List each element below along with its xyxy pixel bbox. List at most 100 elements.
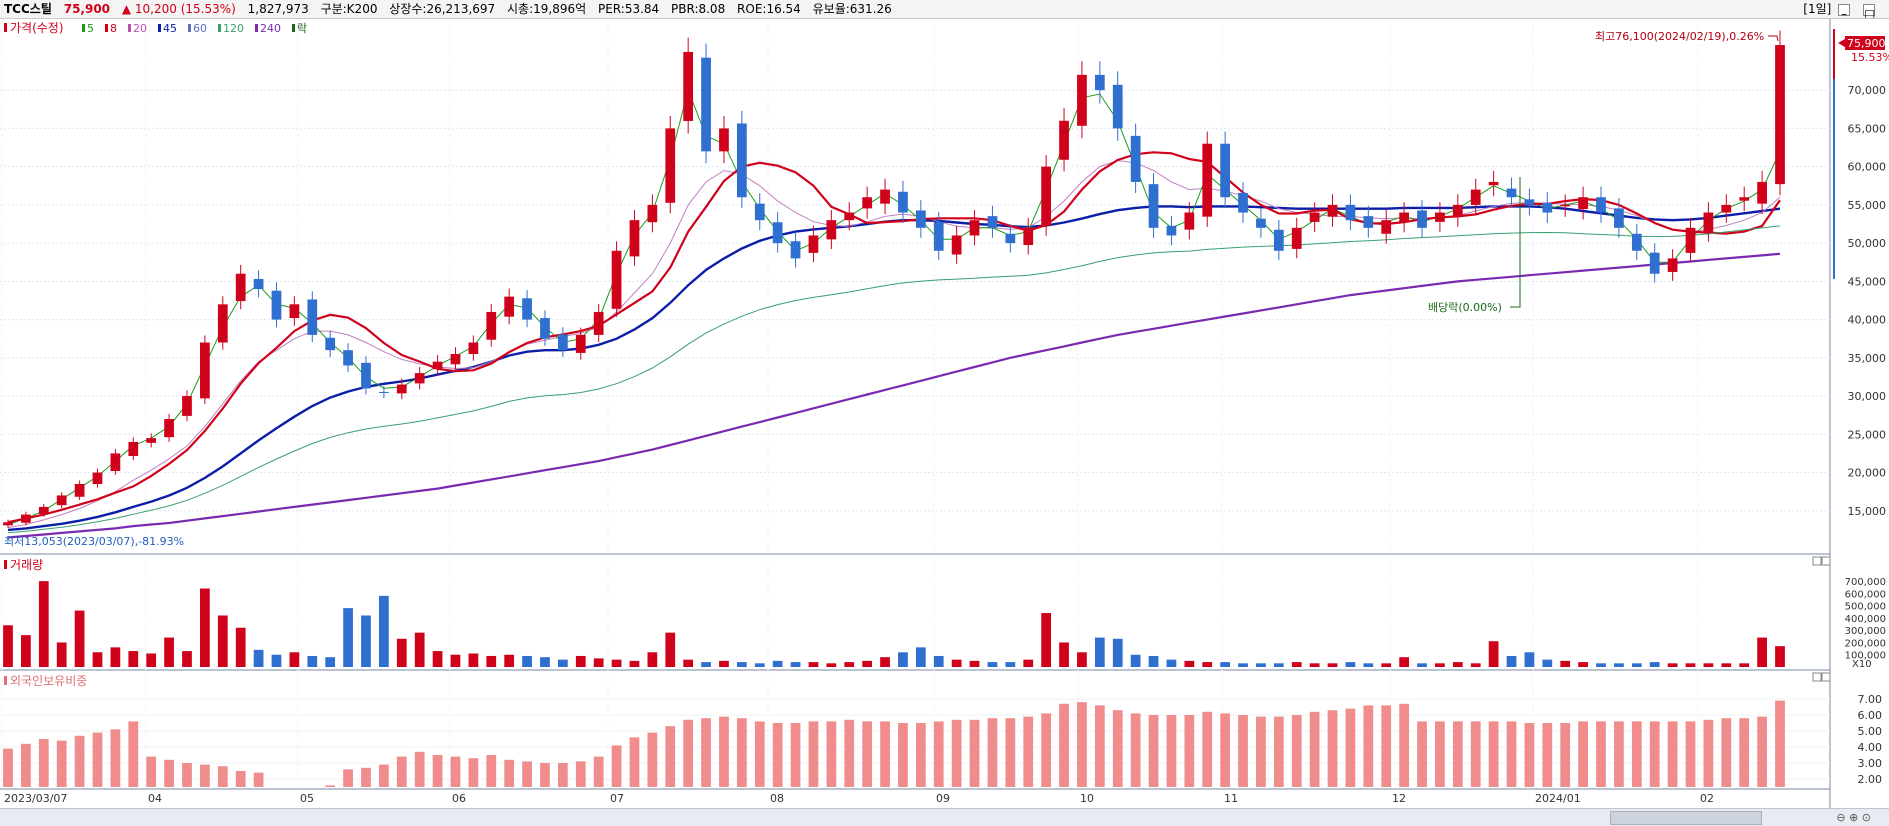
ma-legend-item: 20 — [133, 22, 147, 35]
market-cap: 시총:19,896억 — [507, 2, 587, 16]
candle — [880, 189, 890, 204]
foreign-ratio-bar — [933, 721, 944, 787]
foreign-ratio-bar — [1596, 721, 1606, 787]
ma-legend-item: 60 — [193, 22, 207, 35]
zoom-out-icon[interactable]: ⊖ — [1836, 811, 1846, 824]
ma-legend-item: 락 — [297, 22, 307, 35]
foreign-y-tick: 2.00 — [1858, 773, 1883, 786]
volume-bar — [575, 655, 586, 667]
price-y-tick: 50,000 — [1848, 237, 1887, 250]
volume-bar — [629, 660, 640, 667]
horizontal-scrollbar[interactable]: ⊖ ⊕ ⊙ — [0, 808, 1889, 826]
maximize-icon[interactable]: □ — [1863, 3, 1875, 18]
foreign-ratio-bar — [1041, 713, 1052, 787]
foreign-ratio-bar — [1291, 715, 1302, 787]
minimize-icon[interactable]: – — [1838, 3, 1851, 18]
x-tick-label: 09 — [936, 792, 950, 805]
volume-bar — [1184, 660, 1195, 667]
foreign-ratio-bar — [1703, 719, 1714, 787]
volume-y-tick: 600,000 — [1845, 589, 1886, 600]
candle — [1435, 212, 1445, 222]
candle — [1112, 84, 1123, 129]
candle — [1077, 74, 1087, 126]
zoom-controls[interactable]: ⊖ ⊕ ⊙ — [1836, 811, 1871, 824]
panel-controls[interactable] — [1812, 556, 1831, 682]
volume-bar — [1381, 663, 1392, 667]
foreign-ratio-bar — [1023, 716, 1034, 787]
volume-bar — [1542, 659, 1553, 667]
x-tick-label: 10 — [1080, 792, 1094, 805]
volume-bar — [146, 653, 157, 667]
volume-title: 거래량 — [10, 558, 43, 572]
candle — [1023, 227, 1034, 246]
candle — [898, 191, 908, 213]
volume-bar — [1094, 637, 1105, 667]
candle — [933, 221, 944, 251]
price-y-tick: 65,000 — [1848, 122, 1887, 135]
stock-name[interactable]: TCC스틸 — [4, 2, 52, 16]
volume-bar — [1166, 659, 1177, 667]
volume-bar — [1649, 662, 1660, 667]
volume-bar — [1202, 662, 1213, 667]
volume-bar — [3, 625, 13, 667]
volume-bar — [1112, 638, 1123, 667]
volume-bar — [110, 647, 121, 667]
candle — [1309, 212, 1320, 222]
price-y-tick: 30,000 — [1848, 390, 1887, 403]
volume-bar — [38, 581, 49, 667]
candle — [1399, 212, 1409, 223]
volume-bar — [1614, 663, 1624, 667]
period-button[interactable]: [1일] — [1803, 2, 1832, 16]
foreign-ratio-bar — [844, 719, 855, 787]
foreign-ratio-bar — [1059, 703, 1069, 787]
foreign-ratio-bar — [665, 726, 676, 787]
foreign-ratio-bar — [1238, 715, 1248, 787]
candle — [826, 220, 837, 240]
volume-bar — [844, 662, 855, 667]
candle — [701, 57, 711, 152]
foreign-ratio-bar — [987, 718, 998, 787]
foreign-ratio-bar — [1148, 715, 1159, 787]
foreign-title: 외국인보유비중 — [10, 674, 87, 688]
price-panel[interactable] — [0, 19, 1830, 554]
zoom-reset-icon[interactable]: ⊙ — [1861, 811, 1871, 824]
price-legend: 가격(수정) 5 8 20 45 60 120 240 락 — [4, 21, 307, 35]
candle — [808, 235, 819, 253]
foreign-ratio-bar — [92, 732, 103, 787]
candle — [951, 235, 962, 255]
foreign-ratio-bar — [701, 718, 711, 787]
candle — [915, 210, 926, 228]
foreign-ratio-bar — [1363, 705, 1374, 787]
foreign-ratio-bar — [182, 763, 192, 787]
foreign-ratio-bar — [432, 755, 443, 787]
candle — [969, 220, 980, 236]
candle — [253, 278, 264, 289]
candle — [1345, 204, 1356, 221]
volume-bar — [1238, 663, 1248, 667]
volume-bar — [1775, 646, 1785, 667]
foreign-ratio-bar — [1667, 721, 1678, 787]
volume-bar — [56, 642, 67, 667]
volume-bar — [343, 608, 353, 667]
ma20-line — [7, 159, 1781, 529]
foreign-ratio-bar — [772, 723, 783, 787]
candle — [146, 438, 157, 443]
volume-bar — [1560, 660, 1571, 667]
candle — [56, 495, 67, 506]
volume-bar — [683, 659, 694, 667]
zoom-in-icon[interactable]: ⊕ — [1849, 811, 1859, 824]
candle — [1506, 188, 1517, 198]
scroll-thumb[interactable] — [1610, 811, 1762, 825]
foreign-ratio-bar — [1470, 721, 1481, 787]
ma-legend-item: 8 — [110, 22, 117, 35]
candle — [1757, 181, 1767, 204]
volume-bar — [468, 653, 479, 667]
candle — [74, 484, 85, 497]
volume-bar — [307, 655, 318, 667]
candle — [1452, 204, 1463, 217]
candle — [790, 241, 801, 259]
candle — [379, 391, 389, 393]
ma8-line — [7, 151, 1781, 524]
